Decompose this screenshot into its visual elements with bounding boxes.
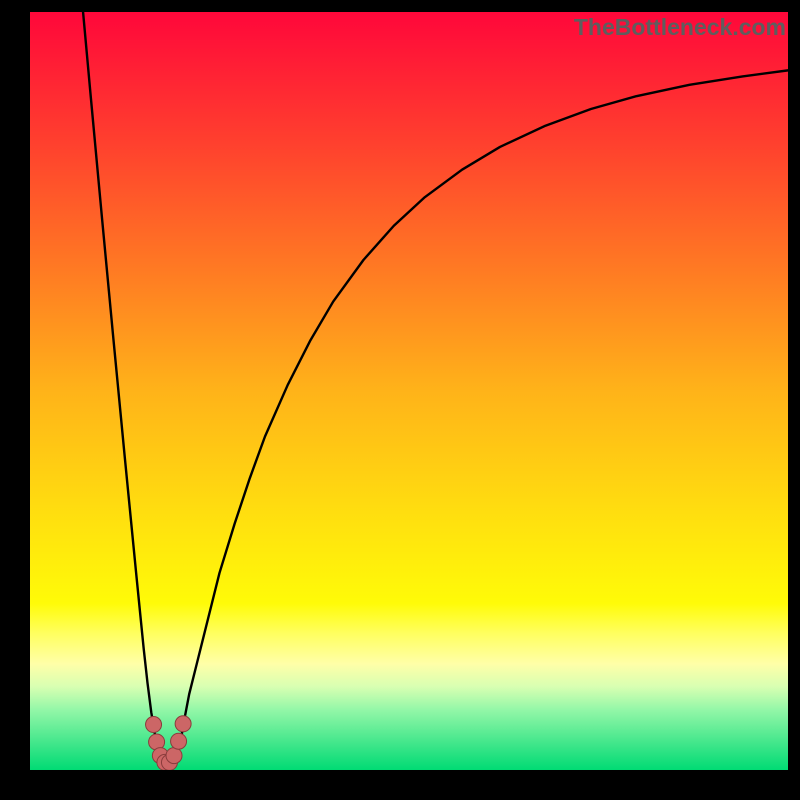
curve-marker (175, 716, 191, 732)
plot-area (30, 12, 788, 770)
bottleneck-curve (83, 12, 788, 763)
curve-marker (166, 748, 182, 764)
watermark-text: TheBottleneck.com (574, 14, 786, 41)
marker-group (146, 716, 192, 770)
curve-marker (146, 717, 162, 733)
curve-svg-layer (30, 12, 788, 770)
curve-marker (171, 733, 187, 749)
chart-container: TheBottleneck.com (0, 0, 800, 800)
